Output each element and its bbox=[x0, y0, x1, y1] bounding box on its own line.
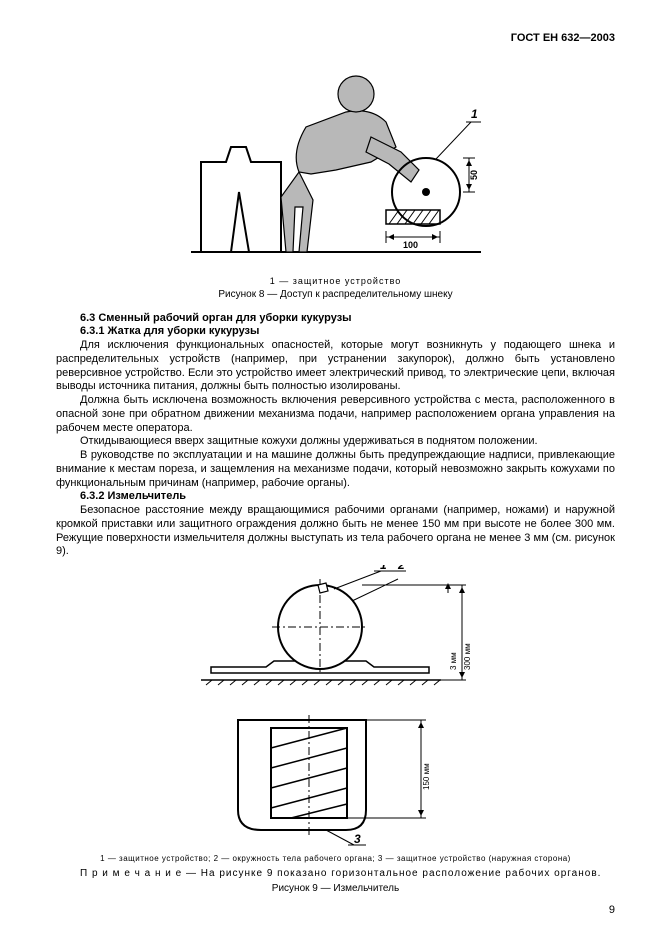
dim-300mm: 300 мм bbox=[463, 643, 472, 670]
para-2: Должна быть исключена возможность включе… bbox=[56, 394, 615, 435]
fig9-label-1: 1 bbox=[380, 565, 387, 572]
fig9-label-3: 3 bbox=[354, 832, 361, 846]
figure-8-caption: Рисунок 8 — Доступ к распределительному … bbox=[56, 289, 615, 302]
dim-3mm: 3 мм bbox=[449, 652, 458, 670]
figure-9-note: П р и м е ч а н и е — На рисунке 9 показ… bbox=[56, 868, 615, 881]
dim-100: 100 bbox=[403, 240, 418, 250]
figure-8-legend: 1 — защитное устройство bbox=[56, 276, 615, 287]
para-4: В руководстве по эксплуатации и на машин… bbox=[56, 449, 615, 490]
para-1: Для исключения функциональных опасностей… bbox=[56, 339, 615, 394]
para-3: Откидывающиеся вверх защитные кожухи дол… bbox=[56, 435, 615, 449]
figure-9-svg: 1 2 3 мм 300 мм 3 bbox=[166, 565, 506, 850]
fig9-label-2: 2 bbox=[397, 565, 405, 572]
figure-9-caption: Рисунок 9 — Измельчитель bbox=[56, 883, 615, 896]
heading-6-3-1: 6.3.1 Жатка для уборки кукурузы bbox=[56, 325, 615, 339]
para-5: Безопасное расстояние между вращающимися… bbox=[56, 504, 615, 559]
fig8-label-1: 1 bbox=[471, 107, 478, 121]
heading-6-3: 6.3 Сменный рабочий орган для уборки кук… bbox=[56, 312, 615, 326]
page-number: 9 bbox=[609, 904, 615, 918]
dim-150mm: 150 мм bbox=[422, 763, 431, 790]
figure-8-svg: 50 100 1 bbox=[171, 52, 501, 272]
document-header: ГОСТ ЕН 632—2003 bbox=[56, 32, 615, 46]
figure-9-container: 1 2 3 мм 300 мм 3 bbox=[56, 565, 615, 850]
dim-50: 50 bbox=[469, 170, 479, 180]
heading-6-3-2: 6.3.2 Измельчитель bbox=[56, 490, 615, 504]
figure-9-legend: 1 — защитное устройство; 2 — окружность … bbox=[56, 854, 615, 864]
figure-8-container: 50 100 1 bbox=[56, 52, 615, 272]
